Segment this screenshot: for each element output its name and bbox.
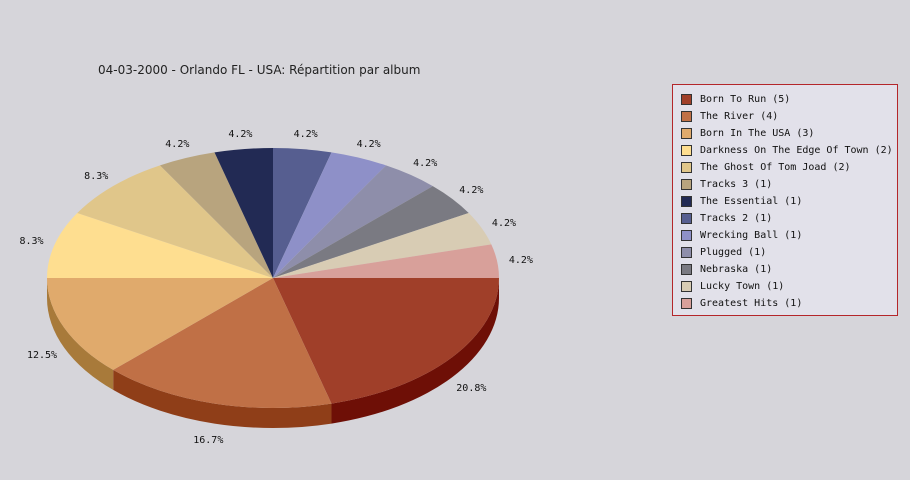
legend-swatch bbox=[681, 281, 692, 292]
pie-slice bbox=[47, 278, 273, 370]
pie-slice bbox=[273, 165, 433, 278]
legend-label: The River (4) bbox=[700, 111, 779, 122]
pie-slice bbox=[214, 148, 273, 278]
pie-slice-label: 4.2% bbox=[357, 139, 381, 150]
legend-label: Darkness On The Edge Of Town (2) bbox=[700, 145, 893, 156]
pie-slice bbox=[47, 213, 273, 278]
legend-item: Tracks 2 (1) bbox=[681, 210, 897, 227]
legend: Born To Run (5) The River (4) Born In The … bbox=[672, 84, 898, 316]
legend-swatch bbox=[681, 128, 692, 139]
pie-slice-label: 8.3% bbox=[19, 236, 43, 247]
legend-swatch bbox=[681, 196, 692, 207]
legend-item: Born In The USA (3) bbox=[681, 125, 897, 142]
pie-slice-label: 4.2% bbox=[459, 185, 483, 196]
legend-swatch bbox=[681, 111, 692, 122]
pie-slice-side bbox=[113, 369, 332, 428]
legend-label: Nebraska (1) bbox=[700, 264, 773, 275]
pie-slice bbox=[113, 278, 332, 408]
legend-swatch bbox=[681, 230, 692, 241]
pie-slice bbox=[77, 165, 273, 278]
legend-item: Born To Run (5) bbox=[681, 91, 897, 108]
pie-slice bbox=[273, 278, 499, 404]
pie-slice-label: 20.8% bbox=[456, 383, 486, 394]
pie-slice bbox=[273, 148, 332, 278]
pie-slice-label: 4.2% bbox=[509, 255, 533, 266]
legend-swatch bbox=[681, 247, 692, 258]
pie-slice-label: 4.2% bbox=[165, 139, 189, 150]
legend-label: The Essential (1) bbox=[700, 196, 803, 207]
pie-slice bbox=[273, 152, 386, 278]
legend-label: Greatest Hits (1) bbox=[700, 298, 803, 309]
pie-slice-side bbox=[47, 278, 114, 390]
legend-label: Wrecking Ball (1) bbox=[700, 230, 803, 241]
legend-swatch bbox=[681, 213, 692, 224]
pie-slice bbox=[160, 152, 273, 278]
pie-slice-label: 4.2% bbox=[492, 218, 516, 229]
legend-label: Born In The USA (3) bbox=[700, 128, 815, 139]
pie-slice-label: 4.2% bbox=[413, 158, 437, 169]
legend-label: Plugged (1) bbox=[700, 247, 767, 258]
pie-slice-label: 4.2% bbox=[228, 129, 252, 140]
legend-item: Nebraska (1) bbox=[681, 261, 897, 278]
legend-label: Born To Run (5) bbox=[700, 94, 791, 105]
pie-slice-label: 12.5% bbox=[27, 350, 57, 361]
legend-swatch bbox=[681, 162, 692, 173]
pie-slice bbox=[273, 186, 469, 278]
legend-item: The Essential (1) bbox=[681, 193, 897, 210]
pie-labels: 20.8% 16.7% 12.5% 8.3% 8.3% 4.2% 4.2% 4.2% 4.2% 4… bbox=[19, 129, 532, 446]
legend-label: Lucky Town (1) bbox=[700, 281, 785, 292]
legend-item: Tracks 3 (1) bbox=[681, 176, 897, 193]
pie-slice-side bbox=[331, 278, 499, 424]
legend-swatch bbox=[681, 264, 692, 275]
pie-slice bbox=[273, 244, 499, 278]
pie-slices bbox=[47, 148, 499, 408]
legend-item: The Ghost Of Tom Joad (2) bbox=[681, 159, 897, 176]
legend-swatch bbox=[681, 94, 692, 105]
pie-slice-label: 4.2% bbox=[294, 129, 318, 140]
legend-item: Greatest Hits (1) bbox=[681, 295, 897, 312]
legend-swatch bbox=[681, 298, 692, 309]
legend-item: Plugged (1) bbox=[681, 244, 897, 261]
legend-item: Wrecking Ball (1) bbox=[681, 227, 897, 244]
legend-item: Lucky Town (1) bbox=[681, 278, 897, 295]
legend-swatch bbox=[681, 179, 692, 190]
chart-title: 04-03-2000 - Orlando FL - USA: Répartiti… bbox=[98, 63, 420, 77]
legend-item: Darkness On The Edge Of Town (2) bbox=[681, 142, 897, 159]
pie-depth bbox=[47, 278, 499, 428]
pie-slice bbox=[273, 213, 492, 278]
legend-label: Tracks 2 (1) bbox=[700, 213, 773, 224]
pie-slice-label: 8.3% bbox=[84, 171, 108, 182]
legend-swatch bbox=[681, 145, 692, 156]
pie-slice-label: 16.7% bbox=[193, 435, 223, 446]
legend-label: The Ghost Of Tom Joad (2) bbox=[700, 162, 851, 173]
legend-label: Tracks 3 (1) bbox=[700, 179, 773, 190]
legend-item: The River (4) bbox=[681, 108, 897, 125]
